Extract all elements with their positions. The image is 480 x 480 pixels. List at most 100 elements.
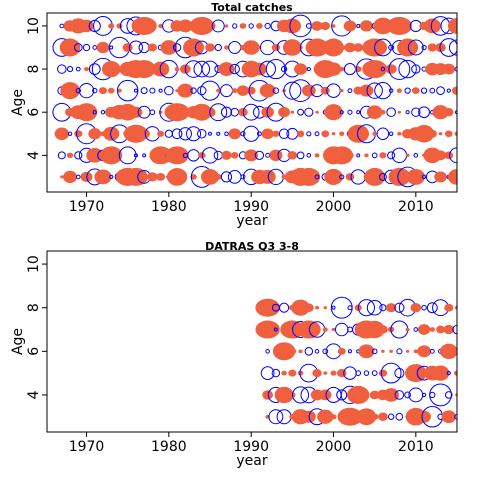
bubble-negative xyxy=(347,88,353,94)
bubble-positive xyxy=(269,149,283,162)
bubble-negative xyxy=(395,412,404,421)
bubble-negative xyxy=(411,64,421,74)
x-axis-label: year xyxy=(236,453,267,469)
bubble-positive xyxy=(296,130,305,138)
bubble-positive xyxy=(189,16,215,35)
bubble-positive xyxy=(453,370,457,376)
bubble-positive xyxy=(156,173,166,181)
bubble-positive xyxy=(413,349,418,354)
bubble-positive xyxy=(443,108,454,117)
bubble-positive xyxy=(75,103,98,122)
bubble-positive xyxy=(221,150,232,160)
bubble-positive xyxy=(353,43,364,52)
bubble-positive xyxy=(60,82,80,100)
bubble-positive xyxy=(347,124,370,143)
bubble-positive xyxy=(183,175,188,179)
bubble-layer xyxy=(255,296,457,428)
bubble-positive xyxy=(336,368,347,378)
bubble-negative xyxy=(214,43,222,52)
bubble-positive xyxy=(444,151,454,160)
bubble-positive xyxy=(315,110,319,114)
bubble-negative xyxy=(57,64,67,74)
panel-title: Total catches xyxy=(211,1,293,14)
bubble-positive xyxy=(231,88,238,94)
bubble-positive xyxy=(311,21,323,31)
bubble-positive xyxy=(337,347,346,355)
bubble-negative xyxy=(279,302,290,313)
bubble-negative xyxy=(388,88,394,93)
bubble-positive xyxy=(224,45,229,50)
bubble-negative xyxy=(172,43,182,52)
bubble-negative xyxy=(404,391,412,399)
y-tick-label: 6 xyxy=(26,347,42,356)
bubble-positive xyxy=(261,106,274,118)
bubble-negative xyxy=(439,38,457,57)
bubble-positive xyxy=(444,303,454,312)
bubble-negative xyxy=(220,106,233,118)
plot-frame xyxy=(46,12,458,193)
bubble-negative xyxy=(426,302,438,314)
bubble-positive xyxy=(364,153,369,158)
bubble-positive xyxy=(397,38,419,57)
bubble-positive xyxy=(330,146,353,165)
bubble-positive xyxy=(439,343,457,360)
bubble-positive xyxy=(305,38,329,57)
bubble-positive xyxy=(381,349,385,353)
bubble-negative xyxy=(133,153,138,158)
bubble-negative xyxy=(420,87,428,94)
bubble-positive xyxy=(165,146,189,165)
bubble-negative xyxy=(413,152,419,158)
bubble-positive xyxy=(94,169,112,185)
datras-q3-panel: DATRAS Q3 3-8 1970 1980 1990 2000 2010 4 6 8 10 ye… xyxy=(10,240,458,469)
bubble-negative xyxy=(171,128,183,140)
bubble-negative xyxy=(306,131,312,137)
bubble-negative xyxy=(92,45,98,50)
bubble-negative xyxy=(357,299,375,317)
bubble-negative xyxy=(407,39,424,56)
bubble-negative xyxy=(224,131,229,137)
bubble-negative xyxy=(296,151,305,160)
bubble-positive xyxy=(288,369,297,377)
bubble-negative xyxy=(283,81,302,100)
bubble-negative xyxy=(220,171,233,183)
bubble-negative xyxy=(88,19,101,33)
bubble-negative xyxy=(371,152,378,159)
bubble-negative xyxy=(334,322,349,337)
bubble-positive xyxy=(301,84,316,97)
bubble-positive xyxy=(434,150,447,161)
bubble-negative xyxy=(264,22,271,30)
bubble-positive xyxy=(278,107,291,118)
bubble-positive xyxy=(239,23,247,29)
x-axis-label: year xyxy=(236,213,267,229)
bubble-negative xyxy=(379,304,387,312)
bubble-negative xyxy=(339,110,344,115)
bubble-negative xyxy=(254,150,265,160)
bubble-negative xyxy=(444,391,453,399)
bubble-positive xyxy=(124,167,148,186)
bubble-positive xyxy=(200,169,220,185)
bubble-negative xyxy=(421,304,427,311)
bubble-positive xyxy=(100,146,123,165)
bubble-negative xyxy=(187,149,200,162)
bubble-positive xyxy=(417,345,431,358)
bubble-negative xyxy=(92,110,97,115)
bubble-positive xyxy=(385,64,397,74)
bubble-negative xyxy=(75,174,81,180)
bubble-negative xyxy=(306,153,312,158)
bubble-positive xyxy=(242,40,260,55)
bubble-positive xyxy=(378,412,388,421)
bubble-positive xyxy=(54,127,70,141)
bubble-negative xyxy=(73,43,83,52)
bubble-positive xyxy=(216,88,221,93)
bubble-positive xyxy=(339,88,344,93)
bubble-negative xyxy=(413,327,419,332)
bubble-positive xyxy=(372,131,377,136)
bubble-positive xyxy=(261,128,274,140)
bubble-negative xyxy=(366,299,383,316)
bubble-positive xyxy=(256,23,263,29)
y-tick-label: 10 xyxy=(26,17,42,35)
bubble-positive xyxy=(454,305,457,310)
bubble-positive xyxy=(259,169,276,184)
bubble-positive xyxy=(366,105,383,119)
bubble-positive xyxy=(358,344,375,359)
